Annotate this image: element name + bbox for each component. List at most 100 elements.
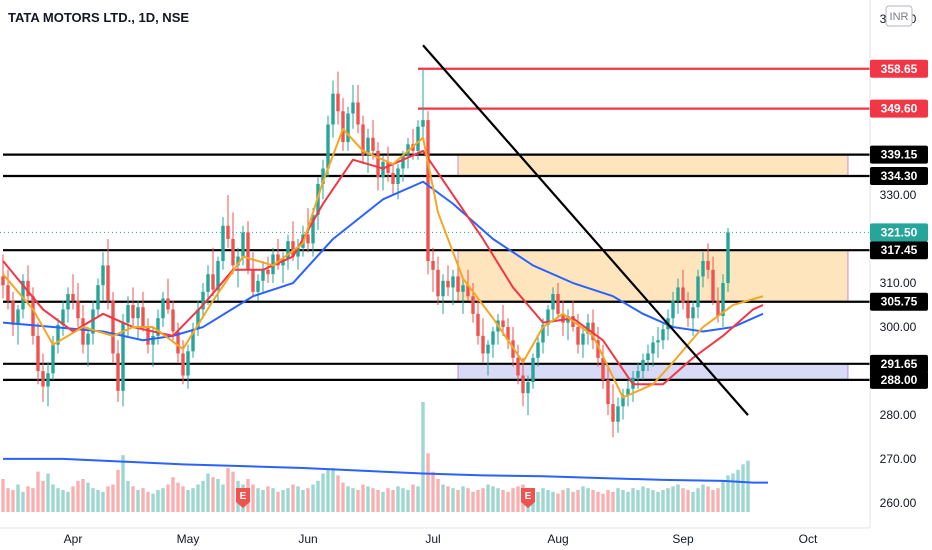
chart-title: TATA MOTORS LTD., 1D, NSE [8,10,189,25]
level-label: 339.15 [881,148,918,162]
candle-body [81,318,85,345]
volume-bar [406,490,410,512]
candle-body [476,313,480,336]
volume-bar [101,491,105,512]
candle-body [276,254,280,266]
candle-body [46,373,50,387]
candle-body [706,261,710,270]
candle-body [6,285,10,301]
time-axis [0,528,870,550]
candle-body [661,329,665,341]
volume-bar [661,490,665,512]
candle-body [451,276,455,288]
candle-body [106,265,110,301]
volume-bar [296,486,300,512]
candle-body [591,322,595,341]
candle-body [671,300,675,319]
volume-bar [631,488,635,512]
volume-bar [276,491,280,512]
ema-fast-line [2,127,764,399]
volume-bar [466,488,470,512]
candle-body [726,232,730,284]
volume-bar [611,491,615,512]
volume-bar [666,488,670,512]
volume-bar [96,490,100,512]
volume-bar [486,484,490,512]
volume-bar [461,486,465,512]
y-tick-label: 310.00 [880,276,917,290]
volume-bar [271,488,275,512]
level-label-bg [870,59,928,78]
volume-bar [601,493,605,512]
level-label: 317.45 [881,243,918,257]
level-label-bg [870,370,928,389]
volume-bar [381,491,385,512]
candle-body [71,294,75,301]
candle-body [291,241,295,257]
volume-bar [616,488,620,512]
candle-body [691,307,695,319]
volume-bar [456,490,460,512]
last-price-label-bg [870,223,928,242]
candle-body [336,93,340,112]
volume-bar [166,484,170,512]
candle-body [31,296,35,336]
volume-bar [126,480,130,512]
candle-body [181,353,185,376]
candle-body [36,335,40,372]
volume-bar [291,484,295,512]
candle-body [371,137,375,151]
candle-body [421,120,425,127]
candle-body [416,126,420,151]
volume-bar [711,490,715,512]
candle-body [651,342,655,354]
candle-body [696,276,700,308]
candle-body [546,309,550,325]
candle-body [51,344,55,374]
x-tick-aug: Aug [547,532,568,546]
candle-body [286,241,290,259]
candle-body [41,371,45,387]
candle-body [66,294,70,310]
candle-body [376,150,380,178]
y-tick-label: 270.00 [880,452,917,466]
level-label-bg [870,99,928,118]
volume-bar [386,488,390,512]
candle-body [641,360,645,372]
x-tick-jul: Jul [425,532,440,546]
volume-bar [231,471,235,512]
volume-bar [251,484,255,512]
candle-body [361,124,365,156]
volume-bar [501,490,505,512]
volume-bar [21,491,25,512]
x-tick-oct: Oct [799,532,818,546]
volume-bar [36,471,40,512]
candle-body [96,285,100,310]
volume-bar [606,490,610,512]
volume-bar [301,490,305,512]
volume-bar [706,486,710,512]
candle-body [711,269,715,301]
candle-body [296,247,300,257]
candle-body [356,102,360,125]
candle-body [91,309,95,334]
volume-bar [376,490,380,512]
volume-bar [146,491,150,512]
level-label: 334.30 [881,169,918,183]
candle-body [431,261,435,270]
level-label: 358.65 [881,62,918,76]
volume-bar [161,488,165,512]
candle-body [381,161,385,178]
volume-bar [411,484,415,512]
currency-label: INR [890,11,909,23]
candle-body [326,124,330,169]
volume-bar [356,490,360,512]
candle-body [466,285,470,297]
volume-bar [451,488,455,512]
volume-bar [51,484,55,512]
volume-bar [221,484,225,512]
candle-body [26,280,30,297]
candle-body [561,313,565,323]
candle-body [141,307,145,328]
